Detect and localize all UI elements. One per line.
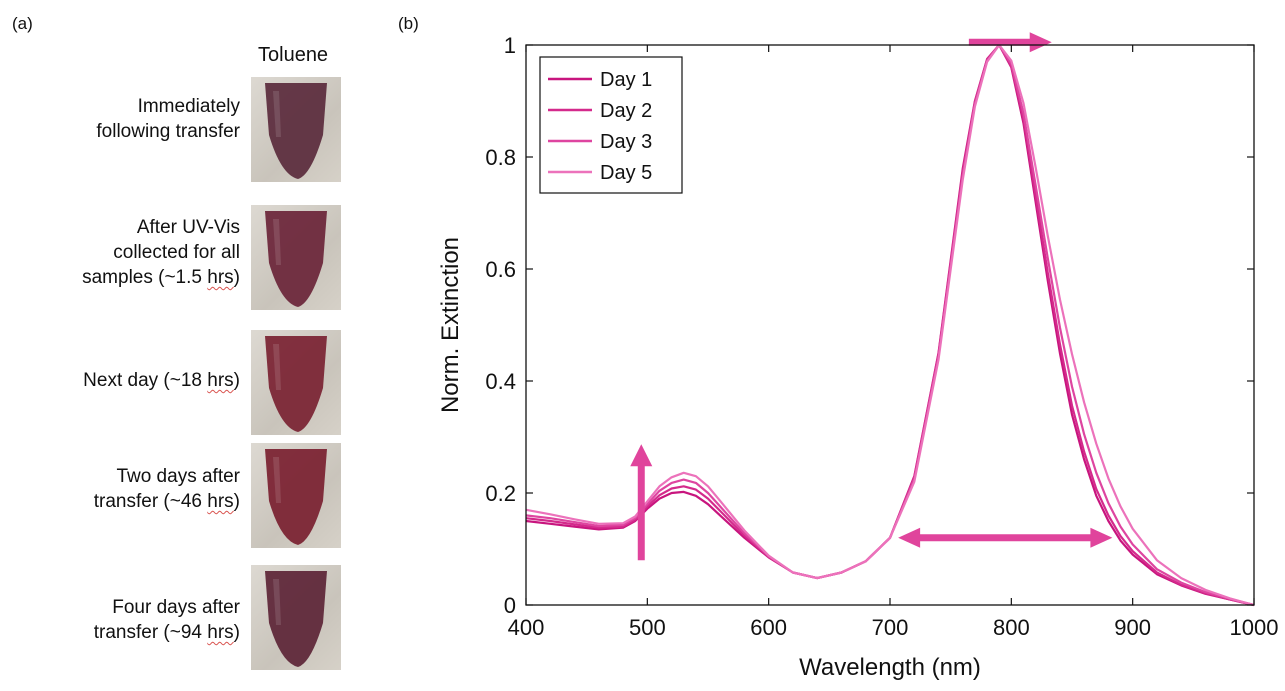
- y-tick-label: 0.2: [485, 481, 516, 506]
- legend-label-2: Day 2: [600, 100, 652, 122]
- series-line-4: [525, 43, 1255, 607]
- y-tick-label: 1: [504, 33, 516, 58]
- legend-label-4: Day 5: [600, 162, 652, 184]
- vial-highlight: [273, 579, 281, 625]
- annotation-arrow-up-head: [630, 444, 653, 467]
- row-label-3: Next day (~18 hrs): [0, 368, 240, 393]
- row-5-line-1: Four days after: [112, 597, 240, 618]
- x-tick-label: 500: [629, 615, 666, 640]
- row-label-5: Four days after transfer (~94 hrs): [0, 595, 240, 645]
- vial-photo-2: [251, 205, 341, 310]
- vial-drawing: [265, 449, 327, 545]
- vial-drawing: [265, 336, 327, 432]
- row-2-line-1: After UV-Vis: [136, 217, 240, 238]
- x-tick-label: 1000: [1230, 615, 1279, 640]
- vial-drawing: [265, 83, 327, 179]
- row-2-line-3: samples (~1.5 hrs): [82, 267, 240, 288]
- vial-highlight: [273, 344, 281, 390]
- x-tick-label: 700: [872, 615, 909, 640]
- row-label-1: Immediately following transfer: [0, 94, 240, 144]
- vial-liquid: [265, 571, 327, 667]
- panel-b-chart: (b) 400 500 600 700 800 900 1000 0 0.2 0.4 0.6 0.8 1…: [380, 0, 1285, 691]
- vial-liquid: [265, 336, 327, 432]
- row-4-line-1: Two days after: [116, 466, 240, 487]
- vial-drawing: [265, 571, 327, 667]
- row-label-2: After UV-Vis collected for all samples (…: [0, 215, 240, 290]
- vial-photo-4: [251, 443, 341, 548]
- y-axis-title: Norm. Extinction: [437, 237, 464, 413]
- panel-a-photos: (a) Toluene Immediately following transf…: [0, 0, 380, 691]
- x-axis-title: Wavelength (nm): [799, 654, 981, 681]
- row-1-line-2: following transfer: [96, 121, 240, 142]
- vial-photo-1: [251, 77, 341, 182]
- legend-label-1: Day 1: [600, 69, 652, 91]
- legend-label-3: Day 3: [600, 131, 652, 153]
- panel-a-letter: (a): [12, 14, 33, 33]
- row-2-line-2: collected for all: [113, 242, 240, 263]
- vial-liquid: [265, 211, 327, 307]
- row-5-line-2: transfer (~94 hrs): [93, 622, 240, 643]
- annotation-double-arrow-left-head: [898, 527, 921, 548]
- row-1-line-1: Immediately: [137, 96, 240, 117]
- vial-photo-5: [251, 565, 341, 670]
- vial-highlight: [273, 219, 281, 265]
- vial-liquid: [265, 83, 327, 179]
- annotation-arrow-right-head: [1029, 32, 1052, 53]
- row-label-4: Two days after transfer (~46 hrs): [0, 464, 240, 514]
- vial-photo-3: [251, 330, 341, 435]
- extinction-chart: 400 500 600 700 800 900 1000 0 0.2 0.4 0.6 0.8 1 Wave…: [437, 32, 1279, 681]
- row-4-line-2: transfer (~46 hrs): [93, 491, 240, 512]
- y-tick-label: 0.4: [485, 369, 516, 394]
- y-tick-label: 0: [504, 593, 516, 618]
- y-tick-label: 0.8: [485, 145, 516, 170]
- vial-highlight: [273, 457, 281, 503]
- x-tick-label: 600: [750, 615, 787, 640]
- vial-liquid: [265, 449, 327, 545]
- x-tick-label: 400: [508, 615, 545, 640]
- x-tick-label: 900: [1114, 615, 1151, 640]
- panel-b-letter: (b): [398, 14, 419, 33]
- y-tick-label: 0.6: [485, 257, 516, 282]
- vial-highlight: [273, 91, 281, 137]
- annotation-double-arrow-right-head: [1090, 527, 1113, 548]
- x-tick-label: 800: [993, 615, 1030, 640]
- row-3-line-1: Next day (~18 hrs): [83, 370, 240, 391]
- vial-drawing: [265, 211, 327, 307]
- column-header: Toluene: [258, 44, 329, 66]
